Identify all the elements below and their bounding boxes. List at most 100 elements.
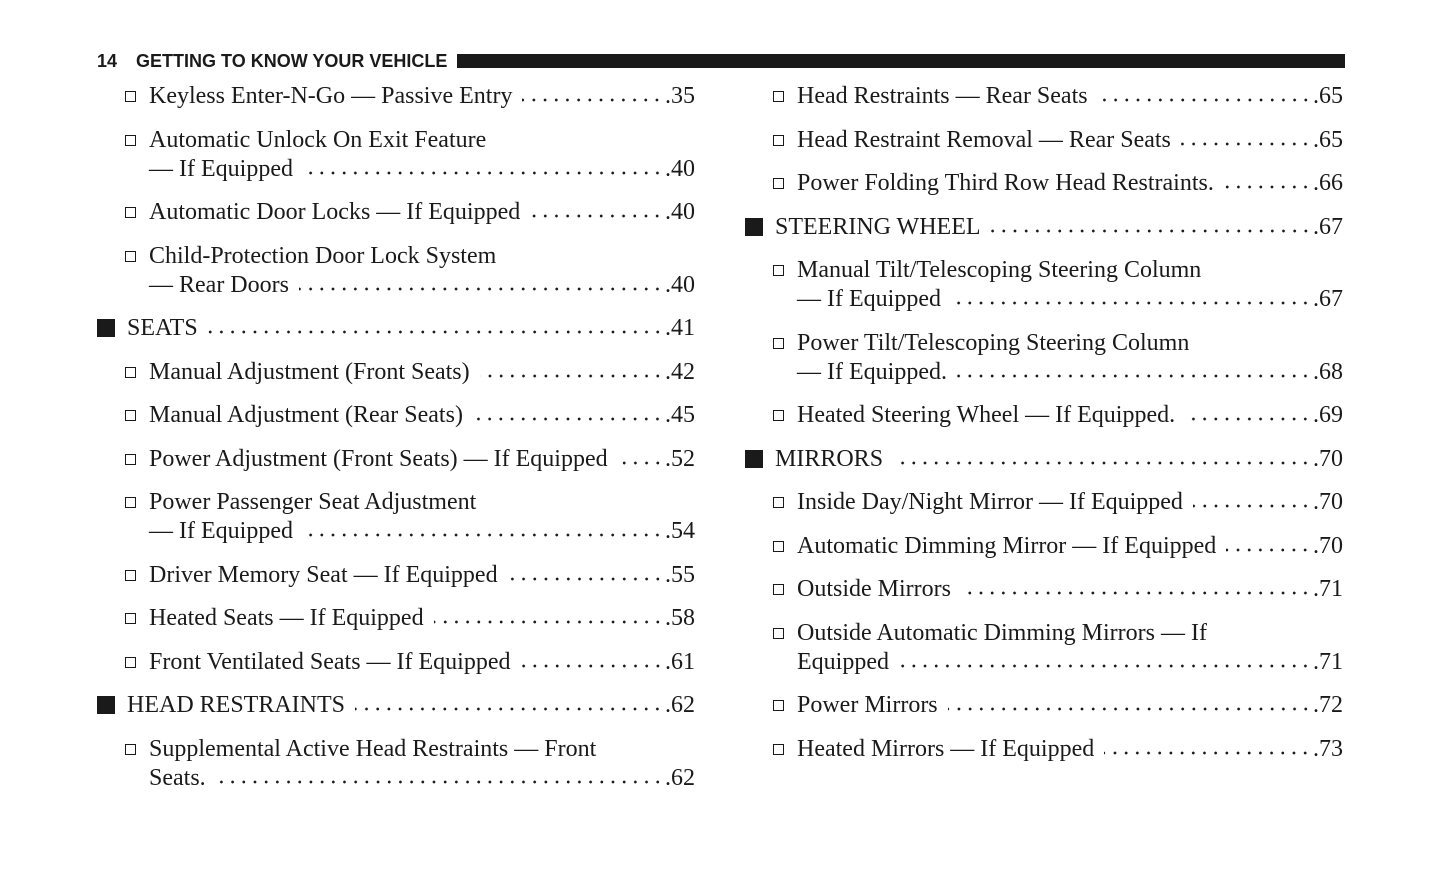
dot-leader: [479, 372, 663, 379]
page-reference[interactable]: 62: [665, 764, 695, 793]
toc-subentry[interactable]: Outside Automatic Dimming Mirrors — If Eq…: [745, 619, 1343, 677]
entry-title: Front Ventilated Seats — If Equipped: [149, 648, 511, 675]
hollow-square-bullet-icon: [125, 569, 136, 581]
page-reference[interactable]: 71: [1313, 648, 1343, 677]
toc-subentry[interactable]: Heated Seats — If Equipped 58: [97, 604, 695, 633]
hollow-square-bullet-icon: [125, 134, 136, 146]
toc-subentry[interactable]: Outside Mirrors 71: [745, 575, 1343, 604]
hollow-square-bullet-icon: [125, 743, 136, 755]
entry-title: Automatic Door Locks — If Equipped: [149, 199, 521, 225]
page-reference[interactable]: 40: [665, 155, 695, 184]
page-reference[interactable]: 55: [665, 561, 695, 590]
page-reference[interactable]: 67: [1313, 285, 1343, 314]
toc-subentry[interactable]: Inside Day/Night Mirror — If Equipped 70: [745, 488, 1343, 517]
page-reference[interactable]: 72: [1313, 691, 1343, 720]
entry-title: Outside Mirrors: [797, 576, 951, 602]
page-reference[interactable]: 69: [1313, 401, 1343, 430]
page-reference[interactable]: 61: [665, 648, 695, 677]
toc-subentry[interactable]: Manual Adjustment (Front Seats) 42: [97, 358, 695, 387]
toc-subentry[interactable]: Automatic Door Locks — If Equipped 40: [97, 198, 695, 227]
entry-line: STEERING WHEEL 67: [745, 213, 1343, 242]
entry-line: Power Adjustment (Front Seats) — If Equi…: [97, 445, 695, 474]
entry-line: Inside Day/Night Mirror — If Equipped 70: [745, 488, 1343, 517]
entry-title: Outside Automatic Dimming Mirrors — If: [797, 619, 1207, 646]
dot-leader: [530, 213, 663, 219]
page-reference[interactable]: 54: [665, 517, 695, 546]
toc-subentry[interactable]: Heated Mirrors — If Equipped 73: [745, 735, 1343, 764]
toc-subentry[interactable]: Child-Protection Door Lock System — Rear …: [97, 242, 695, 300]
entry-line: HEAD RESTRAINTS 62: [97, 691, 695, 720]
entry-line: Outside Automatic Dimming Mirrors — If: [745, 619, 1343, 648]
page-reference[interactable]: 58: [665, 604, 695, 633]
toc-subentry[interactable]: Driver Memory Seat — If Equipped 55: [97, 561, 695, 590]
page-reference[interactable]: 62: [665, 691, 695, 720]
entry-line: Front Ventilated Seats — If Equipped 61: [97, 648, 695, 677]
toc-section-entry[interactable]: MIRRORS 70: [745, 445, 1343, 474]
toc-section-entry[interactable]: HEAD RESTRAINTS 62: [97, 691, 695, 720]
toc-subentry[interactable]: Power Mirrors 72: [745, 691, 1343, 720]
toc-subentry[interactable]: Power Adjustment (Front Seats) — If Equi…: [97, 445, 695, 474]
entry-title: Automatic Dimming Mirror — If Equipped: [797, 532, 1217, 559]
page-reference[interactable]: 73: [1313, 735, 1343, 764]
entry-title-continued: — If Equipped.: [797, 358, 947, 385]
page-reference[interactable]: 71: [1313, 575, 1343, 604]
toc-subentry[interactable]: Heated Steering Wheel — If Equipped. 69: [745, 401, 1343, 430]
entry-line: Heated Steering Wheel — If Equipped. 69: [745, 401, 1343, 430]
dot-leader: [298, 285, 663, 292]
toc-subentry[interactable]: Keyless Enter-N-Go — Passive Entry 35: [97, 82, 695, 111]
dot-leader: [520, 662, 663, 669]
page-reference[interactable]: 70: [1313, 445, 1343, 474]
page-reference[interactable]: 66: [1313, 169, 1343, 198]
page-reference[interactable]: 70: [1313, 488, 1343, 517]
toc-subentry[interactable]: Manual Tilt/Telescoping Steering Column —…: [745, 256, 1343, 314]
entry-title: Power Passenger Seat Adjustment: [149, 489, 477, 515]
toc-section-entry[interactable]: SEATS 41: [97, 314, 695, 343]
toc-subentry[interactable]: Manual Adjustment (Rear Seats) 45: [97, 401, 695, 430]
entry-line: Power Folding Third Row Head Restraints.…: [745, 169, 1343, 198]
toc-subentry[interactable]: Automatic Unlock On Exit Feature — If Equ…: [97, 126, 695, 184]
entry-line: Outside Mirrors 71: [745, 575, 1343, 604]
page-header: 14 GETTING TO KNOW YOUR VEHICLE: [97, 50, 1345, 72]
entry-line: Manual Tilt/Telescoping Steering Column: [745, 256, 1343, 285]
toc-subentry[interactable]: Head Restraints — Rear Seats 65: [745, 82, 1343, 111]
entry-line: Power Tilt/Telescoping Steering Column: [745, 329, 1343, 358]
toc-subentry[interactable]: Power Tilt/Telescoping Steering Column — …: [745, 329, 1343, 387]
hollow-square-bullet-icon: [125, 656, 136, 668]
toc-subentry[interactable]: Power Folding Third Row Head Restraints.…: [745, 169, 1343, 198]
entry-line: Power Mirrors 72: [745, 691, 1343, 720]
page-reference[interactable]: 41: [665, 314, 695, 343]
page-reference[interactable]: 40: [665, 271, 695, 300]
entry-title: HEAD RESTRAINTS: [127, 692, 346, 718]
dot-leader: [302, 532, 663, 538]
toc-subentry[interactable]: Automatic Dimming Mirror — If Equipped 70: [745, 532, 1343, 561]
entry-title: Head Restraint Removal — Rear Seats: [797, 126, 1171, 153]
page-reference[interactable]: 35: [665, 82, 695, 111]
entry-title: Driver Memory Seat — If Equipped: [149, 561, 498, 588]
page-reference[interactable]: 70: [1313, 532, 1343, 561]
entry-line: Child-Protection Door Lock System: [97, 242, 695, 271]
toc-subentry[interactable]: Supplemental Active Head Restraints — Fr…: [97, 735, 695, 793]
entry-title-continued: — If Equipped: [797, 286, 941, 312]
dot-leader: [960, 590, 1311, 596]
dot-leader: [522, 97, 663, 103]
dot-leader: [355, 706, 663, 712]
entry-title: MIRRORS: [775, 445, 884, 472]
toc-subentry[interactable]: Front Ventilated Seats — If Equipped 61: [97, 648, 695, 677]
dot-leader: [1180, 140, 1311, 147]
page-reference[interactable]: 67: [1313, 213, 1343, 242]
page-reference[interactable]: 52: [665, 445, 695, 474]
page-reference[interactable]: 42: [665, 358, 695, 387]
toc-subentry[interactable]: Head Restraint Removal — Rear Seats 65: [745, 126, 1343, 155]
page-reference[interactable]: 68: [1313, 358, 1343, 387]
toc-section-entry[interactable]: STEERING WHEEL 67: [745, 213, 1343, 242]
page-reference[interactable]: 65: [1313, 126, 1343, 155]
page-reference[interactable]: 65: [1313, 82, 1343, 111]
hollow-square-bullet-icon: [773, 337, 784, 349]
dot-leader: [956, 372, 1311, 379]
page-reference[interactable]: 40: [665, 198, 695, 227]
dot-leader: [302, 169, 663, 176]
dot-leader: [1097, 97, 1311, 103]
toc-subentry[interactable]: Power Passenger Seat Adjustment — If Equi…: [97, 488, 695, 546]
page-reference[interactable]: 45: [665, 401, 695, 430]
dot-leader: [950, 300, 1311, 306]
